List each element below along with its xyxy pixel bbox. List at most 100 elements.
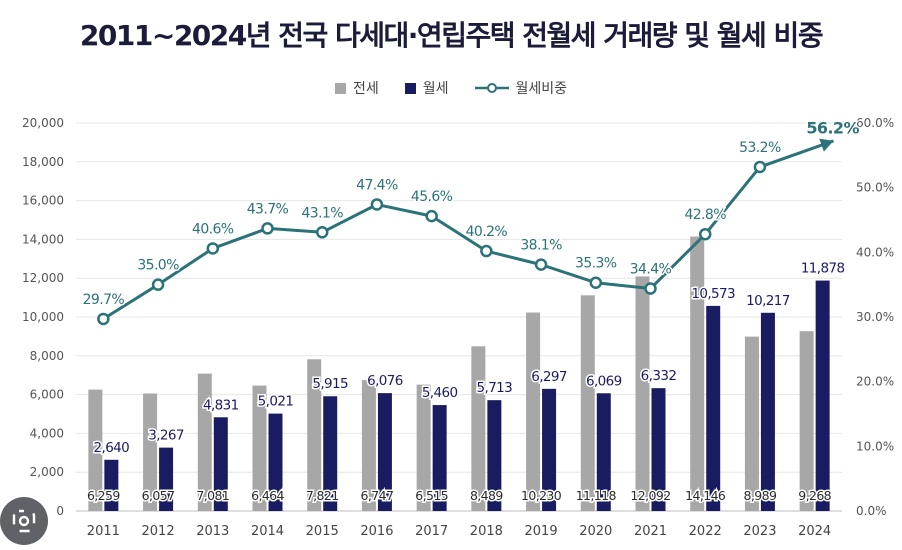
- data-label-wolse: 5,713: [477, 380, 513, 396]
- bar-jeonse: [580, 295, 595, 511]
- y-left-tick-label: 2,000: [30, 465, 64, 479]
- data-label-ratio: 34.4%: [630, 262, 672, 278]
- data-label-jeonse: 6,057: [142, 488, 175, 503]
- point-ratio: [261, 222, 274, 235]
- data-label-ratio: 35.3%: [575, 256, 617, 272]
- y-left-tick-label: 0: [56, 504, 64, 518]
- legend-label-jeonse: 전세: [352, 81, 379, 97]
- data-label-ratio: 40.6%: [192, 221, 234, 237]
- bar-jeonse: [526, 312, 541, 511]
- bar-jeonse: [143, 393, 158, 511]
- data-label-jeonse: 7,821: [306, 488, 339, 503]
- x-tick-label: 2016: [360, 524, 393, 539]
- data-label-wolse: 6,069: [586, 373, 622, 389]
- legend-label-wolse: 월세: [422, 81, 449, 97]
- bar-jeonse: [307, 359, 322, 511]
- point-ratio: [589, 276, 603, 289]
- data-label-wolse: 11,878: [801, 261, 845, 277]
- bar-wolse: [487, 400, 502, 511]
- legend-item-ratio: 월세비중: [474, 78, 568, 98]
- data-label-wolse: 6,332: [641, 368, 677, 384]
- bar-wolse: [815, 280, 830, 511]
- data-label-jeonse: 10,230: [521, 488, 562, 503]
- y-left-tick-label: 8,000: [30, 349, 64, 363]
- point-ratio: [370, 198, 384, 211]
- data-label-jeonse: 11,118: [576, 488, 617, 503]
- x-tick-label: 2020: [579, 524, 612, 539]
- data-label-wolse: 2,640: [94, 440, 130, 456]
- data-label-ratio: 47.4%: [356, 177, 398, 193]
- point-ratio: [315, 226, 329, 239]
- legend-label-ratio: 월세비중: [515, 81, 568, 97]
- bar-wolse: [213, 417, 228, 511]
- data-label-ratio: 53.2%: [739, 140, 781, 156]
- point-ratio: [644, 282, 657, 295]
- y-right-tick-label: 20.0%: [856, 375, 894, 389]
- bar-jeonse: [361, 380, 376, 511]
- data-label-ratio: 56.2%: [806, 119, 859, 138]
- data-label-jeonse: 9,268: [798, 488, 831, 503]
- bar-wolse: [268, 413, 283, 511]
- x-tick-label: 2017: [415, 524, 448, 539]
- bar-wolse: [432, 405, 447, 511]
- point-ratio: [698, 227, 712, 241]
- y-right-tick-label: 0.0%: [856, 504, 887, 518]
- x-tick-label: 2011: [87, 524, 120, 539]
- x-tick-label: 2012: [142, 524, 175, 539]
- data-label-wolse: 4,831: [203, 397, 239, 413]
- bar-wolse: [760, 312, 775, 511]
- lens-icon: [12, 509, 36, 533]
- x-tick-label: 2015: [306, 524, 339, 539]
- data-label-wolse: 3,267: [148, 428, 184, 444]
- point-ratio: [97, 312, 110, 326]
- data-label-jeonse: 6,259: [87, 488, 120, 503]
- y-right-tick-label: 60.0%: [856, 116, 894, 130]
- bar-wolse: [596, 393, 611, 511]
- bar-jeonse: [88, 389, 103, 511]
- data-label-ratio: 40.2%: [466, 224, 508, 240]
- y-left-tick-label: 10,000: [22, 310, 64, 324]
- bar-wolse: [323, 396, 338, 511]
- legend-item-jeonse: 전세: [334, 78, 379, 98]
- y-left-tick-label: 6,000: [30, 388, 64, 402]
- bar-jeonse: [744, 336, 759, 511]
- line-ratio: [102, 146, 816, 321]
- lens-search-button[interactable]: [0, 497, 48, 545]
- chart-legend: 전세 월세 월세비중: [0, 78, 902, 98]
- bar-jeonse: [197, 373, 212, 511]
- data-label-ratio: 35.0%: [137, 258, 179, 274]
- point-ratio: [425, 209, 438, 223]
- y-left-tick-label: 20,000: [22, 116, 64, 130]
- data-label-wolse: 5,460: [422, 385, 458, 401]
- data-label-wolse: 5,021: [258, 394, 294, 410]
- bar-jeonse: [416, 384, 431, 511]
- data-label-ratio: 43.7%: [247, 201, 289, 217]
- x-tick-label: 2014: [251, 524, 284, 539]
- y-right-tick-label: 10.0%: [856, 439, 894, 453]
- legend-item-wolse: 월세: [404, 78, 449, 98]
- bar-jeonse: [799, 331, 814, 511]
- data-label-jeonse: 14,146: [685, 488, 726, 503]
- x-tick-label: 2022: [689, 524, 722, 539]
- bar-wolse: [159, 447, 174, 511]
- data-label-jeonse: 7,081: [196, 488, 229, 503]
- bar-jeonse: [252, 385, 267, 511]
- data-label-wolse: 10,573: [691, 286, 735, 302]
- data-label-ratio: 29.7%: [83, 292, 125, 308]
- y-right-tick-label: 40.0%: [856, 245, 894, 259]
- data-label-wolse: 10,217: [746, 293, 790, 309]
- x-tick-label: 2019: [525, 524, 558, 539]
- bar-jeonse: [635, 276, 650, 511]
- point-ratio: [534, 258, 548, 271]
- bar-wolse: [104, 459, 119, 511]
- x-tick-label: 2018: [470, 524, 503, 539]
- y-right-tick-label: 30.0%: [856, 310, 894, 324]
- point-ratio: [206, 242, 220, 255]
- y-right-tick-label: 50.0%: [856, 181, 894, 195]
- data-label-ratio: 43.1%: [301, 205, 343, 221]
- y-left-tick-label: 18,000: [22, 155, 64, 169]
- y-left-tick-label: 16,000: [22, 194, 64, 208]
- x-tick-label: 2021: [634, 524, 667, 539]
